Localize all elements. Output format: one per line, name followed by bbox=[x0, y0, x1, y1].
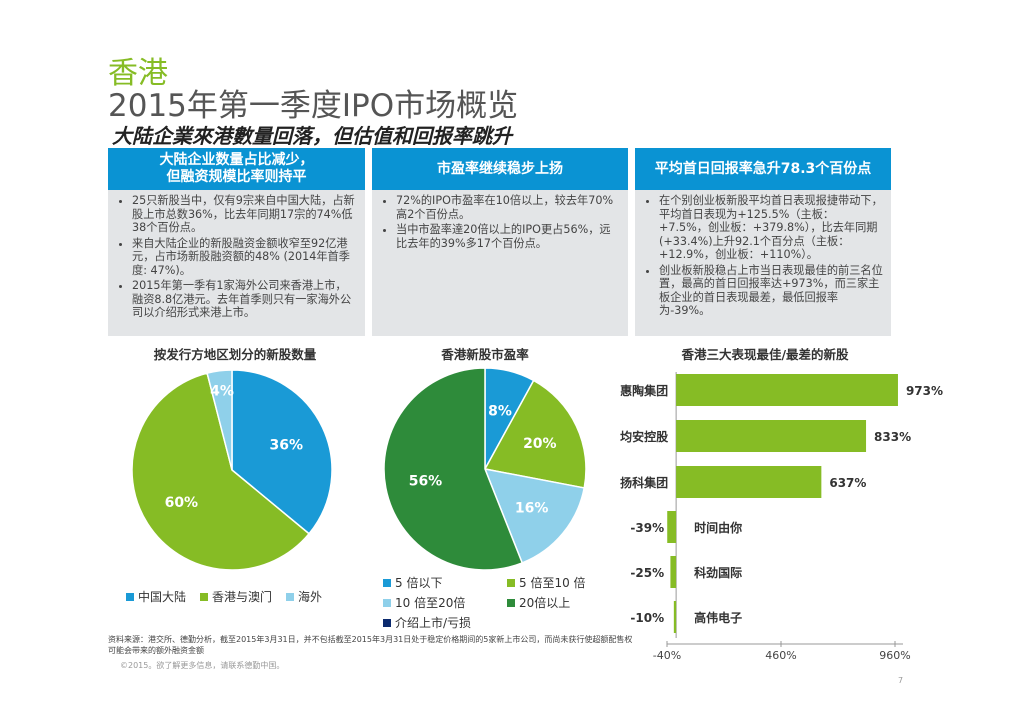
pie-slice bbox=[383, 367, 524, 571]
value-label: 637% bbox=[829, 476, 866, 490]
bullet: 创业板新股稳占上市当日表现最佳的前三名位置，最高的首日回报率达+973%，而三家… bbox=[659, 264, 883, 318]
box-title: 大陆企业数量占比减少， 但融资规模比率则持平 bbox=[108, 148, 365, 190]
page-title: 2015年第一季度IPO市场概览 bbox=[108, 88, 519, 124]
x-tick-label: -40% bbox=[653, 649, 681, 662]
slice-label: 4% bbox=[210, 384, 234, 400]
legend-item: 香港与澳门 bbox=[200, 588, 272, 605]
bullet: 当中市盈率達20倍以上的IPO更占56%，远比去年的39%多17个百份点。 bbox=[396, 223, 620, 250]
box-title: 平均首日回报率急升78.3个百份点 bbox=[635, 148, 891, 190]
bullet: 在个别创业板新股平均首日表现报捷带动下，平均首日表现为+125.5%（主板：+7… bbox=[659, 194, 883, 262]
legend-item: 20倍以上 bbox=[507, 594, 617, 611]
chart-title-pe: 香港新股市盈率 bbox=[441, 347, 529, 362]
source-note: 资料来源：港交所、德勤分析，截至2015年3月31日，并不包括截至2015年3月… bbox=[108, 635, 633, 655]
value-label: 833% bbox=[874, 430, 911, 444]
chart-title-region: 按发行方地区划分的新股数量 bbox=[153, 347, 317, 362]
pie-slice bbox=[131, 372, 311, 571]
bar bbox=[667, 511, 677, 543]
slice-label: 20% bbox=[523, 436, 557, 452]
pie-slice bbox=[231, 369, 333, 535]
value-label: -39% bbox=[630, 521, 664, 535]
legend-item: 中国大陆 bbox=[126, 588, 186, 605]
slice-label: 60% bbox=[165, 495, 199, 511]
pie-slice bbox=[483, 379, 587, 489]
legend-item: 5 倍以下 bbox=[383, 574, 507, 591]
category-label: 扬科集团 bbox=[620, 475, 668, 490]
chart-title-bar: 香港三大表现最佳/最差的新股 bbox=[681, 347, 849, 362]
bar bbox=[673, 601, 677, 633]
category-label: 时间由你 bbox=[694, 520, 742, 535]
category-label: 高伟电子 bbox=[694, 610, 742, 625]
box-title: 市盈率继续稳步上扬 bbox=[372, 148, 628, 190]
bullet: 72%的IPO市盈率在10倍以上，较去年70%高2个百份点。 bbox=[396, 194, 620, 221]
slice-label: 36% bbox=[270, 437, 304, 453]
bar bbox=[676, 466, 822, 498]
value-label: -25% bbox=[630, 566, 664, 580]
pie-chart-region: 36% 60% 4% bbox=[131, 369, 333, 571]
category-label: 均安控股 bbox=[620, 429, 669, 444]
bar bbox=[676, 374, 898, 406]
bullet: 2015年第一季有1家海外公司来香港上市，融资8.8亿港元。去年首季则只有一家海… bbox=[132, 279, 357, 320]
pie-slice bbox=[483, 468, 586, 564]
slice-label: 56% bbox=[409, 473, 443, 489]
legend-pe: 5 倍以下 5 倍至10 倍 10 倍至20倍 20倍以上 介绍上市/亏损 bbox=[383, 574, 617, 631]
summary-box-1: 大陆企业数量占比减少， 但融资规模比率则持平 25只新股当中，仅有9宗来自中国大… bbox=[108, 148, 365, 336]
legend-item: 介绍上市/亏损 bbox=[383, 614, 507, 631]
slice-label: 8% bbox=[488, 403, 512, 419]
slice-label: 16% bbox=[515, 501, 549, 517]
value-label: 973% bbox=[906, 384, 943, 398]
summary-box-3: 平均首日回报率急升78.3个百份点 在个别创业板新股平均首日表现报捷带动下，平均… bbox=[635, 148, 891, 336]
category-label: 科劲国际 bbox=[694, 565, 742, 580]
pie-slice bbox=[206, 369, 233, 471]
x-tick-label: 960% bbox=[879, 649, 910, 662]
pie-chart-pe: 8% 20% 16% 56% bbox=[383, 367, 587, 571]
copyright: ©2015。欲了解更多信息，请联系德勤中国。 bbox=[120, 661, 285, 670]
region-title: 香港 bbox=[108, 56, 168, 91]
value-label: -10% bbox=[630, 611, 664, 625]
bar-chart: -40% 460% 960% 惠陶集团 973% 均安控股 833% 扬科集团 637% 时间由你… bbox=[620, 372, 943, 662]
x-tick-label: 460% bbox=[765, 649, 796, 662]
bullet: 25只新股当中，仅有9宗来自中国大陆，占新股上市总数36%，比去年同期17宗的7… bbox=[132, 194, 357, 235]
bullet: 来自大陆企业的新股融资金额收窄至92亿港元，占市场新股融资额的48% (2014… bbox=[132, 237, 357, 278]
summary-box-2: 市盈率继续稳步上扬 72%的IPO市盈率在10倍以上，较去年70%高2个百份点。… bbox=[372, 148, 628, 336]
legend-item: 10 倍至20倍 bbox=[383, 594, 507, 611]
bar bbox=[670, 556, 677, 588]
legend-item: 5 倍至10 倍 bbox=[507, 574, 617, 591]
subtitle: 大陆企業來港數量回落，但估值和回报率跳升 bbox=[112, 124, 512, 148]
legend-item: 海外 bbox=[286, 588, 322, 605]
page-number: 7 bbox=[898, 676, 904, 685]
category-label: 惠陶集团 bbox=[620, 383, 668, 398]
legend-region: 中国大陆 香港与澳门 海外 bbox=[126, 588, 322, 605]
bar bbox=[676, 420, 867, 452]
